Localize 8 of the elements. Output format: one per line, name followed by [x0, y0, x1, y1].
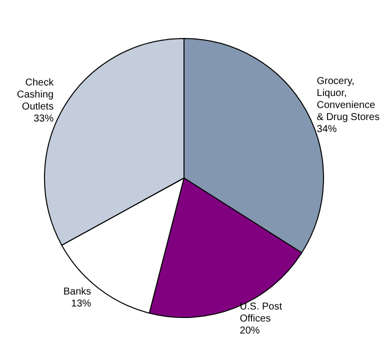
slice-label: Grocery, Liquor, Convenience & Drug Stores [316, 76, 380, 123]
data-label: 33% [34, 114, 54, 125]
slice-label: Banks [63, 286, 92, 298]
data-label: 34% [316, 124, 337, 135]
data-label: 13% [71, 298, 92, 310]
data-label: 20% [240, 326, 260, 337]
slice-label: U.S. Post Offices [240, 302, 282, 325]
slice-label: Check Cashing Outlets [16, 78, 55, 113]
